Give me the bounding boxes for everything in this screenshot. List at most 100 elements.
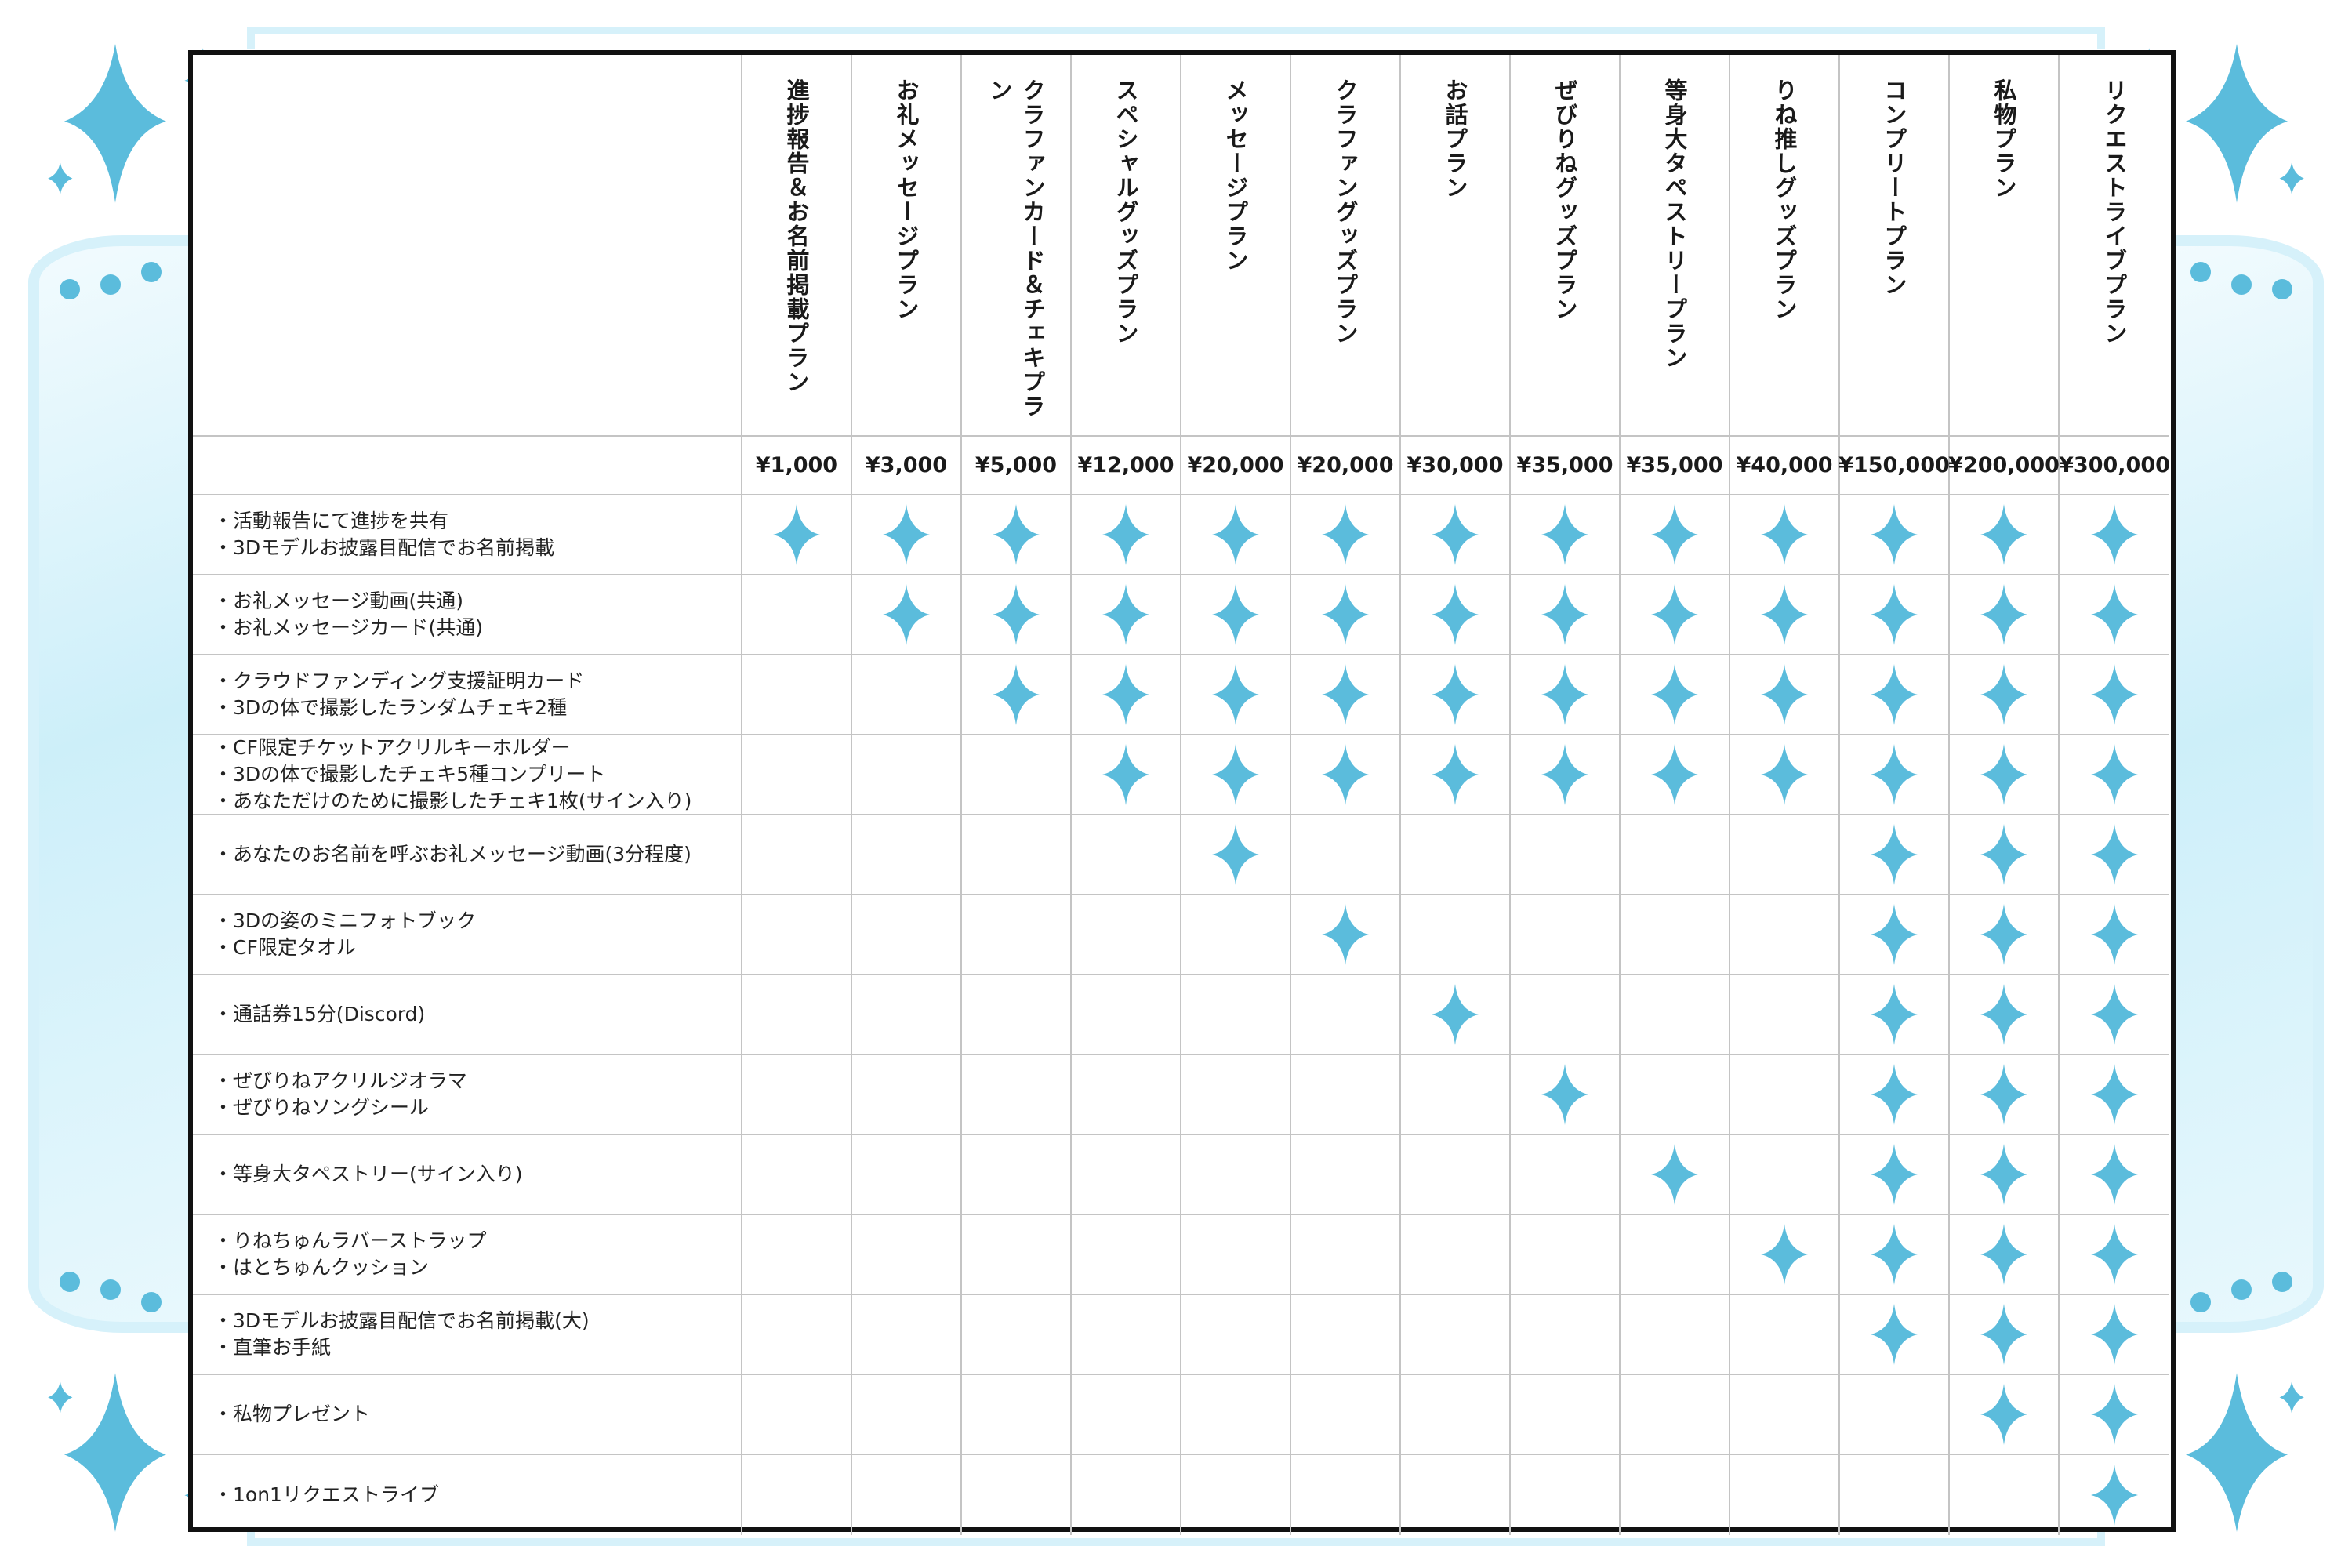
reward-label: ・活動報告にて進捗を共有 ・3Dモデルお披露目配信でお名前掲載 — [213, 508, 554, 561]
empty-cell — [1291, 815, 1401, 895]
reward-label-cell: ・私物プレゼント — [193, 1375, 742, 1455]
reward-item: ・CF限定タオル — [213, 936, 356, 959]
sparkle-icon — [2091, 984, 2138, 1045]
sparkle-icon — [2091, 664, 2138, 725]
sparkle-icon — [1102, 504, 1149, 565]
sparkle-icon — [1871, 664, 1918, 725]
empty-cell — [1511, 895, 1621, 975]
sparkle-icon — [1322, 904, 1369, 965]
included-cell — [1950, 1215, 2060, 1295]
reward-item: ・お礼メッセージカード(共通) — [213, 616, 484, 639]
included-cell — [1730, 655, 1840, 735]
included-cell — [1072, 735, 1181, 815]
plan-price: ¥30,000 — [1406, 453, 1504, 477]
reward-label: ・ぜびりねアクリルジオラマ ・ぜびりねソングシール — [213, 1068, 467, 1121]
sparkle-icon — [1432, 504, 1479, 565]
empty-cell — [1840, 1455, 1950, 1535]
included-cell — [1511, 575, 1621, 655]
sparkle-icon — [1871, 744, 1918, 805]
reward-item: ・等身大タペストリー(サイン入り) — [213, 1163, 523, 1185]
reward-item: ・あなたのお名前を呼ぶお礼メッセージ動画(3分程度) — [213, 843, 691, 866]
sparkle-icon — [1871, 984, 1918, 1045]
included-cell — [1840, 735, 1950, 815]
sparkle-icon — [1871, 824, 1918, 885]
included-cell — [1840, 895, 1950, 975]
empty-cell — [1072, 1135, 1181, 1215]
empty-cell — [962, 1295, 1072, 1375]
empty-cell — [742, 1455, 852, 1535]
included-cell — [1181, 495, 1291, 575]
plan-header: スペシャルグッズプラン — [1072, 55, 1181, 437]
sparkle-icon — [1432, 984, 1479, 1045]
included-cell — [962, 495, 1072, 575]
sparkle-icon — [2091, 504, 2138, 565]
sparkle-icon — [1871, 1064, 1918, 1125]
plan-header: お礼メッセージプラン — [852, 55, 962, 437]
sparkle-icon — [1322, 504, 1369, 565]
sparkle-icon — [1761, 664, 1808, 725]
included-cell — [1401, 735, 1511, 815]
empty-cell — [1401, 1055, 1511, 1135]
empty-cell — [742, 975, 852, 1055]
included-cell — [1840, 1135, 1950, 1215]
empty-cell — [1291, 1215, 1401, 1295]
sparkle-icon — [1541, 504, 1588, 565]
empty-cell — [1621, 1295, 1730, 1375]
empty-cell — [852, 975, 962, 1055]
plan-price: ¥1,000 — [755, 453, 838, 477]
empty-cell — [1511, 1375, 1621, 1455]
sparkle-icon — [2091, 824, 2138, 885]
included-cell — [2060, 1295, 2169, 1375]
included-cell — [962, 575, 1072, 655]
included-cell — [1840, 575, 1950, 655]
plan-price-cell: ¥35,000 — [1511, 437, 1621, 495]
plan-name: クラファングッズプラン — [1332, 78, 1359, 346]
reward-label: ・りねちゅんラバーストラップ ・はとちゅんクッション — [213, 1228, 487, 1281]
empty-cell — [742, 1215, 852, 1295]
empty-cell — [1072, 815, 1181, 895]
included-cell — [1950, 1135, 2060, 1215]
sparkle-icon — [1322, 744, 1369, 805]
empty-cell — [1072, 1455, 1181, 1535]
sparkle-icon — [1212, 664, 1259, 725]
sparkle-icon — [1651, 584, 1698, 645]
plan-name: りね推しグッズプラン — [1771, 78, 1798, 321]
plan-price-cell: ¥150,000 — [1838, 437, 1950, 495]
plan-price: ¥40,000 — [1736, 453, 1833, 477]
included-cell — [1950, 1295, 2060, 1375]
plan-header: 進捗報告＆お名前掲載プラン — [742, 55, 852, 437]
included-cell — [742, 495, 852, 575]
included-cell — [1621, 655, 1730, 735]
plan-price-cell: ¥1,000 — [742, 437, 852, 495]
reward-item: ・お礼メッセージ動画(共通) — [213, 590, 464, 612]
empty-cell — [1072, 1375, 1181, 1455]
empty-cell — [852, 1295, 962, 1375]
empty-cell — [1291, 1455, 1401, 1535]
empty-cell — [1621, 1055, 1730, 1135]
sparkle-icon — [1541, 744, 1588, 805]
empty-cell — [742, 815, 852, 895]
plan-name: 私物プラン — [1991, 78, 2017, 200]
included-cell — [1181, 735, 1291, 815]
empty-cell — [1072, 975, 1181, 1055]
sparkle-icon — [1871, 504, 1918, 565]
empty-cell — [1401, 1215, 1511, 1295]
empty-cell — [1401, 1295, 1511, 1375]
bottom-decor-line — [247, 1524, 2105, 1546]
empty-cell — [1511, 1295, 1621, 1375]
empty-cell — [742, 1295, 852, 1375]
sparkle-icon — [1761, 744, 1808, 805]
sparkle-icon — [1980, 744, 2027, 805]
sparkle-icon — [1980, 984, 2027, 1045]
plan-comparison-table: 進捗報告＆お名前掲載プラン お礼メッセージプラン クラファンカード＆チェキプラン スペ… — [188, 50, 2176, 1535]
empty-cell — [1072, 1055, 1181, 1135]
reward-label: ・私物プレゼント — [213, 1401, 370, 1428]
reward-item: ・1on1リクエストライブ — [213, 1483, 439, 1506]
included-cell — [1511, 655, 1621, 735]
included-cell — [1291, 495, 1401, 575]
empty-cell — [1511, 975, 1621, 1055]
sparkle-icon — [2091, 1064, 2138, 1125]
reward-item: ・3Dの姿のミニフォトブック — [213, 909, 477, 932]
empty-cell — [1181, 1135, 1291, 1215]
empty-cell — [1401, 1135, 1511, 1215]
